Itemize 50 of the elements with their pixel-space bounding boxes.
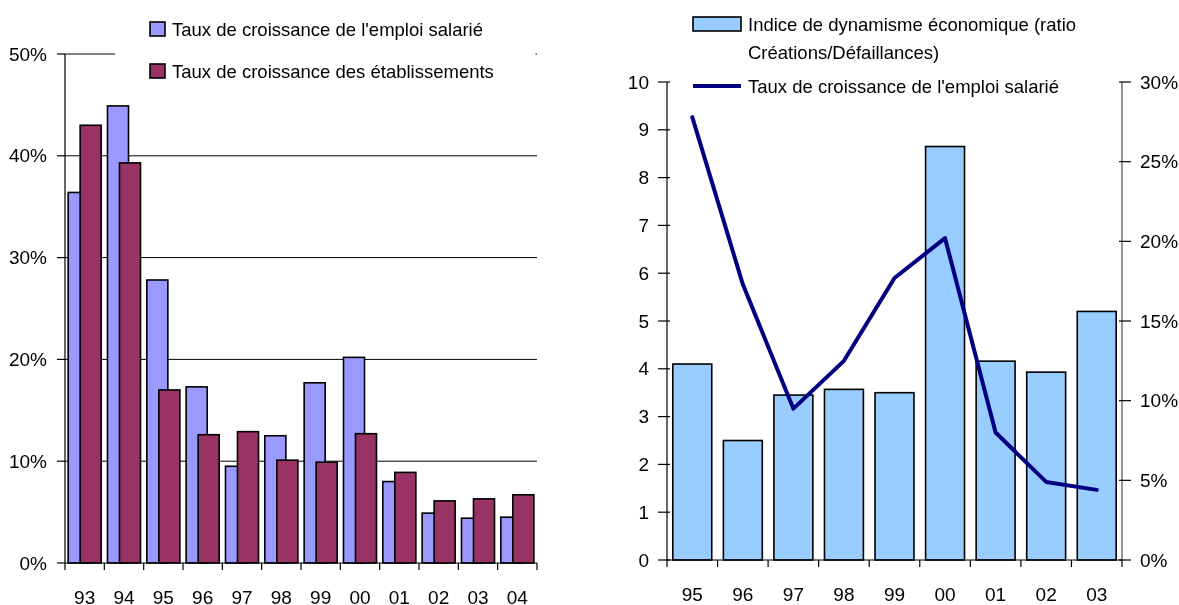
y2-tick-label: 30% [1140,71,1179,93]
y-tick-label: 10% [8,450,48,472]
y2-tick-label: 10% [1140,390,1179,412]
y2-tick-label: 15% [1140,310,1179,332]
x-tick-label: 99 [310,586,332,605]
y-tick-label: 6 [638,262,649,284]
x-tick-label: 99 [883,583,906,605]
y-tick-label: 1 [638,501,649,523]
x-tick-label: 01 [388,586,410,605]
x-tick-label: 00 [349,586,371,605]
x-tick-label: 94 [113,586,135,605]
y-tick-label: 40% [8,145,48,167]
legend-label: Indice de dynamisme économique (ratio Créations/Défaillances) [748,13,1077,63]
line-series [690,115,1099,492]
legend-label: Taux de croissance de l'emploi salarié [748,75,1059,97]
x-tick-label: 93 [74,586,96,605]
x-tick-label: 04 [506,586,529,605]
x-tick-label: 95 [681,583,703,605]
legend-label: Taux de croissance de l'emploi salarié [172,18,483,40]
y-tick-label: 10 [627,71,649,93]
x-tick-label: 00 [934,583,956,605]
y-tick-label: 20% [8,348,48,370]
y-tick-label: 2 [638,453,649,475]
y2-tick-label: 0% [1140,549,1168,571]
x-tick-label: 96 [732,583,754,605]
y-tick-label: 9 [638,119,649,141]
y2-tick-label: 5% [1140,469,1168,491]
y2-tick-label: 25% [1140,151,1179,173]
y-tick-label: 50% [8,43,48,65]
x-tick-label: 96 [192,586,214,605]
x-tick-label: 98 [270,586,292,605]
y-tick-label: 5 [638,310,649,332]
x-tick-label: 95 [152,586,174,605]
x-tick-label: 97 [782,583,804,605]
y-tick-label: 0% [19,552,48,574]
y-tick-label: 3 [638,406,649,428]
x-tick-label: 02 [428,586,450,605]
y-tick-label: 4 [638,358,650,380]
y-tick-label: 7 [638,214,649,236]
x-tick-label: 03 [1086,583,1108,605]
x-tick-label: 97 [231,586,253,605]
x-tick-label: 98 [833,583,855,605]
y-tick-label: 30% [8,247,48,269]
x-tick-label: 03 [467,586,489,605]
x-tick-label: 02 [1035,583,1057,605]
x-tick-label: 01 [985,583,1007,605]
legend-label: Taux de croissance des établissements [172,60,494,82]
y-tick-label: 0 [638,549,649,571]
y-tick-label: 8 [638,167,649,189]
y2-tick-label: 20% [1140,230,1179,252]
